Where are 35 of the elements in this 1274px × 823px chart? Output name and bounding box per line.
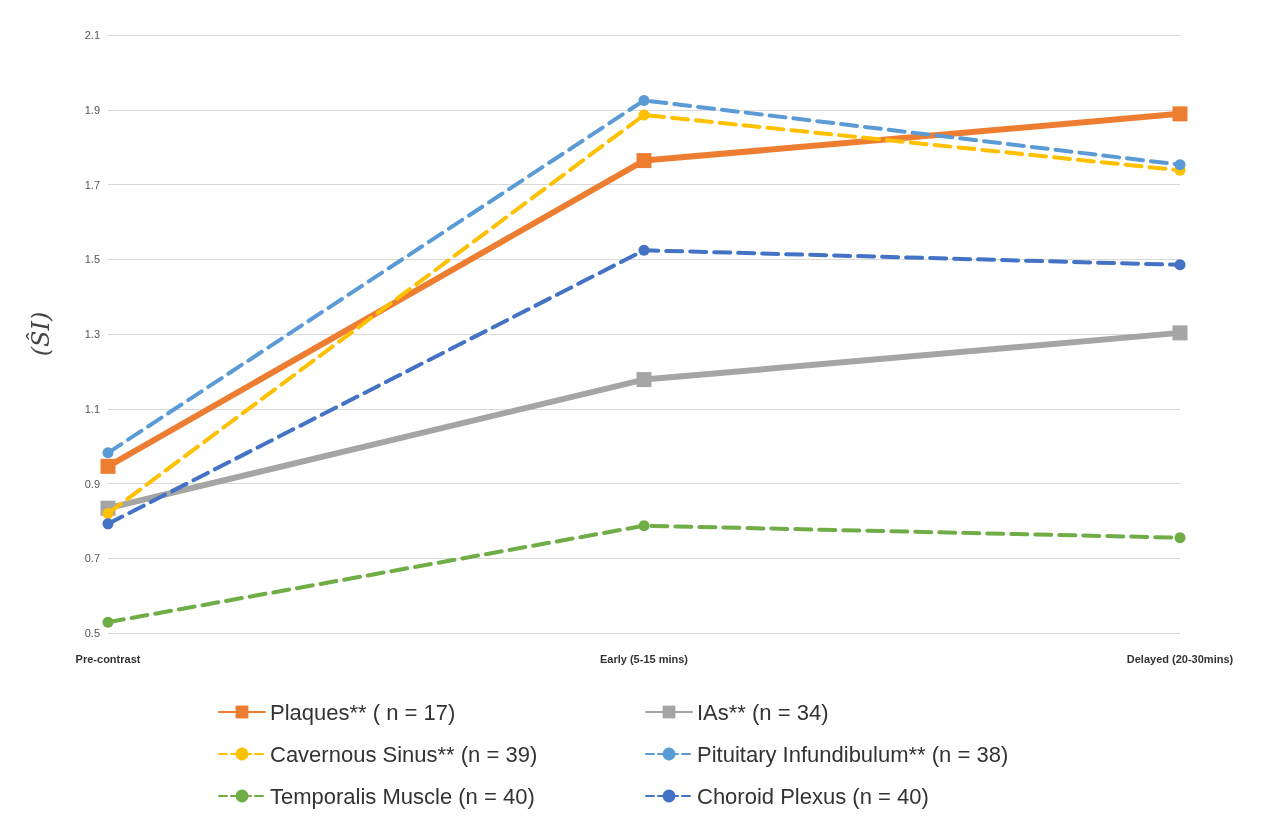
- point: [102, 616, 114, 628]
- point: [1174, 159, 1186, 171]
- legend-label: Choroid Plexus (n = 40): [697, 783, 929, 809]
- y-tick-label: 1.9: [84, 103, 100, 116]
- legend-label: Plaques** ( n = 17): [270, 699, 456, 725]
- point: [102, 518, 114, 530]
- x-tick-label: Pre-contrast: [75, 652, 141, 665]
- legend-label: Temporalis Muscle (n = 40): [270, 783, 535, 809]
- point: [638, 244, 650, 256]
- x-tick-label: Delayed (20-30mins): [1126, 652, 1234, 665]
- legend-label: Pituitary Infundibulum** (n = 38): [697, 741, 1009, 767]
- point: [636, 372, 652, 388]
- y-tick-label: 0.5: [84, 627, 100, 639]
- point: [1174, 259, 1186, 271]
- point: [1174, 532, 1186, 544]
- point: [102, 507, 114, 519]
- point: [1172, 106, 1188, 122]
- point: [638, 109, 650, 121]
- point: [638, 94, 650, 106]
- y-tick-label: 2.1: [84, 29, 100, 41]
- point: [638, 520, 650, 532]
- y-tick-label: 1.3: [84, 328, 100, 340]
- y-axis-title: (ŜI): [26, 311, 55, 357]
- point: [100, 458, 116, 474]
- y-tick-label: 0.7: [84, 552, 100, 565]
- point: [102, 447, 114, 459]
- y-tick-label: 1.5: [84, 253, 100, 266]
- legend-label: Cavernous Sinus** (n = 39): [270, 741, 538, 767]
- y-tick-label: 1.7: [84, 178, 100, 191]
- legend-label: IAs** (n = 34): [697, 699, 829, 725]
- y-tick-label: 0.9: [84, 477, 100, 490]
- point: [1172, 325, 1188, 341]
- x-tick-label: Early (5-15 mins): [599, 652, 689, 665]
- y-tick-label: 1.1: [84, 402, 100, 415]
- point: [636, 153, 652, 169]
